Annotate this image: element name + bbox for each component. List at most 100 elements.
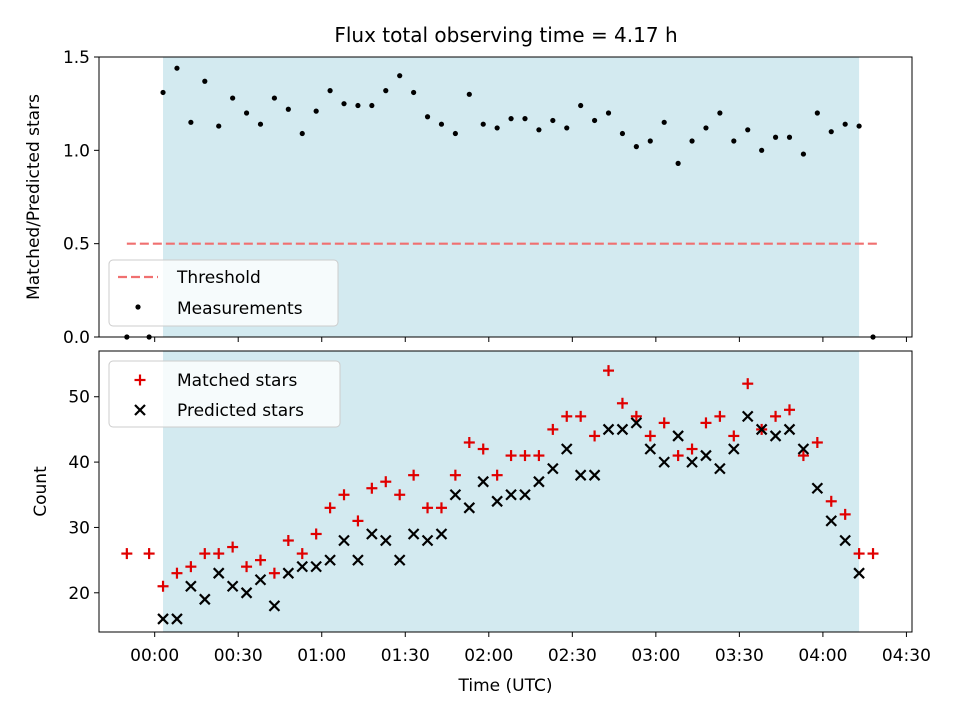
bottom-legend-box xyxy=(108,360,341,428)
cross-stroke-b xyxy=(825,515,838,527)
predicted-star-point xyxy=(630,417,643,429)
matched-star-point xyxy=(714,410,726,422)
cross-stroke-b xyxy=(755,423,768,436)
predicted-star-point xyxy=(296,560,309,573)
predicted-stars-points xyxy=(157,410,865,625)
matched-star-point xyxy=(199,548,211,560)
cross-stroke-b xyxy=(407,528,420,540)
cross-stroke-b xyxy=(519,488,531,501)
predicted-star-point xyxy=(240,587,253,599)
measurement-point xyxy=(564,125,570,131)
matched-star-point xyxy=(658,417,670,429)
legend-matched-label: Matched stars xyxy=(177,371,297,391)
matched-star-point xyxy=(463,436,475,448)
legend-matched-swatch xyxy=(134,374,146,386)
cross-stroke-b xyxy=(463,502,476,514)
predicted-star-point xyxy=(477,475,490,488)
predicted-star-point xyxy=(199,593,211,606)
measurement-point xyxy=(689,138,695,144)
matched-star-point xyxy=(853,548,865,560)
matched-star-point xyxy=(728,430,740,442)
matched-star-point xyxy=(422,502,434,514)
predicted-star-point xyxy=(602,423,615,436)
x-tick-label: 04:00 xyxy=(798,646,847,666)
cross-stroke-b xyxy=(741,410,754,423)
measurement-point xyxy=(494,125,500,131)
bottom-y-tick-label: 20 xyxy=(68,584,90,604)
predicted-star-point xyxy=(254,573,267,586)
legend-plus-marker xyxy=(134,374,146,386)
predicted-star-point xyxy=(324,554,336,566)
predicted-star-point xyxy=(421,534,434,547)
matched-star-point xyxy=(491,469,503,481)
cross-stroke-b xyxy=(533,475,545,488)
cross-stroke-b xyxy=(171,613,183,625)
predicted-star-point xyxy=(366,528,378,540)
measurement-point xyxy=(424,114,431,120)
measurement-point xyxy=(243,110,250,116)
measurement-point xyxy=(619,130,626,137)
measurement-point xyxy=(299,130,305,137)
predicted-star-point xyxy=(783,423,796,436)
predicted-star-point xyxy=(171,613,183,625)
measurement-point xyxy=(647,138,653,144)
matched-star-point xyxy=(575,410,587,422)
measurement-point xyxy=(411,89,417,96)
bottom-y-tick-label: 50 xyxy=(68,388,90,408)
predicted-star-point xyxy=(686,456,698,468)
predicted-star-point xyxy=(505,488,517,501)
cross-stroke-b xyxy=(352,554,364,566)
cross-stroke-b xyxy=(366,528,378,540)
measurement-point xyxy=(355,102,361,109)
bottom-plot-frame xyxy=(98,350,913,633)
cross-stroke-b xyxy=(421,534,434,547)
cross-stroke-b xyxy=(505,488,517,501)
predicted-star-point xyxy=(519,488,531,501)
cross-stroke-b xyxy=(839,534,851,547)
measurement-point xyxy=(397,73,403,79)
matched-star-point xyxy=(811,436,823,448)
matched-star-point xyxy=(589,430,601,442)
measurement-points xyxy=(124,65,876,340)
top-legend-box xyxy=(108,259,339,327)
measurement-point xyxy=(438,121,445,127)
measurement-point xyxy=(271,95,278,101)
matched-star-point xyxy=(825,495,837,507)
top-panel: 0.0 0.5 1.0 1.5 Matched/Predicted stars Thr… xyxy=(24,48,913,348)
measurement-point xyxy=(856,123,862,129)
x-tick-label: 02:00 xyxy=(464,646,513,666)
legend-threshold-label: Threshold xyxy=(176,268,261,288)
bottom-x-ticks: 00:00 00:30 01:00 01:30 02:00 02:30 03:00 03:30… xyxy=(130,632,931,666)
matched-star-point xyxy=(121,548,133,560)
measurement-point xyxy=(578,102,584,109)
predicted-star-point xyxy=(352,554,364,566)
measurement-point xyxy=(550,117,556,124)
matched-star-point xyxy=(644,430,656,442)
matched-star-point xyxy=(505,450,517,462)
matched-star-point xyxy=(296,548,308,560)
matched-star-point xyxy=(394,489,406,501)
cross-stroke-b xyxy=(853,567,865,579)
matched-star-point xyxy=(213,548,225,560)
cross-stroke-b xyxy=(560,443,573,455)
predicted-star-point xyxy=(463,502,476,514)
matched-star-point xyxy=(254,554,266,566)
cross-stroke-b xyxy=(282,567,295,579)
measurement-point xyxy=(842,121,848,127)
measurement-point xyxy=(661,119,667,125)
matched-star-point xyxy=(435,502,447,514)
measurement-point xyxy=(814,110,820,116)
predicted-star-point xyxy=(672,430,684,442)
predicted-star-point xyxy=(588,469,601,481)
top-y-tick-label: 0.5 xyxy=(63,235,90,255)
measurement-point xyxy=(285,106,291,112)
matched-star-point xyxy=(241,561,253,573)
measurement-point xyxy=(759,147,765,153)
cross-stroke-b xyxy=(268,600,281,612)
top-y-ticks: 0.0 0.5 1.0 1.5 xyxy=(63,48,99,348)
matched-star-point xyxy=(268,567,280,579)
matched-star-point xyxy=(616,397,628,409)
cross-stroke-b xyxy=(672,430,684,442)
matched-star-point xyxy=(310,528,322,540)
